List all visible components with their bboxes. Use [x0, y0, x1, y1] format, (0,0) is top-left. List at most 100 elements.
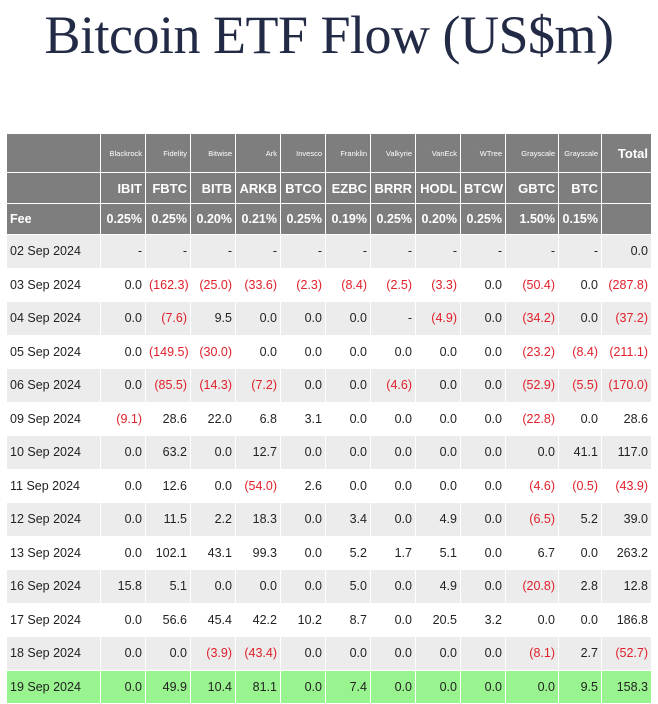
flow-cell: 0.0 — [370, 569, 416, 604]
flow-cell: - — [145, 234, 191, 269]
flow-cell: 102.1 — [145, 535, 191, 570]
flow-cell: 3.2 — [460, 602, 506, 637]
table-row: 18 Sep 2024 0.0 0.0 (3.9) (43.4) 0.0 0.0 0.0 0.0… — [6, 636, 652, 671]
flow-cell: (2.5) — [370, 267, 416, 302]
flow-cell: 0.0 — [325, 368, 371, 403]
issuer-header: VanEck — [415, 133, 461, 173]
flow-cell: 0.0 — [280, 535, 326, 570]
flow-cell: 0.0 — [558, 535, 602, 570]
flow-cell: 22.0 — [190, 401, 236, 436]
date-cell: 02 Sep 2024 — [6, 234, 101, 269]
flow-cell: - — [558, 234, 602, 269]
flow-cell: 20.5 — [415, 602, 461, 637]
flow-cell: (54.0) — [235, 468, 281, 503]
date-cell: 04 Sep 2024 — [6, 301, 101, 336]
flow-table-body: 02 Sep 2024- - - - - - - - - - -0.0 03 Sep 2024 0.0(… — [6, 234, 652, 704]
flow-cell: 5.0 — [325, 569, 371, 604]
flow-cell: 5.1 — [415, 535, 461, 570]
flow-cell: 0.0 — [370, 435, 416, 470]
fee-row: Fee 0.25% 0.25% 0.20% 0.21% 0.25% 0.19% … — [6, 203, 652, 235]
flow-cell: 10.2 — [280, 602, 326, 637]
flow-cell: 0.0 — [558, 267, 602, 302]
ticker-corner-cell — [6, 172, 101, 204]
flow-cell: 0.0 — [415, 468, 461, 503]
table-row: 17 Sep 2024 0.0 56.6 45.4 42.2 10.2 8.7 0.0 20.5… — [6, 602, 652, 637]
flow-cell: 11.5 — [145, 502, 191, 537]
flow-cell: 0.0 — [460, 636, 506, 671]
flow-cell: 0.0 — [100, 636, 146, 671]
flow-cell: - — [415, 234, 461, 269]
flow-cell: (52.9) — [505, 368, 559, 403]
flow-cell: (4.6) — [370, 368, 416, 403]
table-row: 03 Sep 2024 0.0 (162.3) (25.0) (33.6) (2.3) (8… — [6, 267, 652, 302]
flow-cell: 0.0 — [370, 669, 416, 704]
issuer-header: Ark — [235, 133, 281, 173]
table-row: 12 Sep 2024 0.0 11.5 2.2 18.3 0.0 3.4 0.0 4.9 0.0… — [6, 502, 652, 537]
date-cell: 12 Sep 2024 — [6, 502, 101, 537]
flow-cell: 0.0 — [460, 502, 506, 537]
total-cell: (52.7) — [601, 636, 652, 671]
flow-cell: 0.0 — [460, 301, 506, 336]
total-cell: 0.0 — [601, 234, 652, 269]
flow-cell: 0.0 — [100, 334, 146, 369]
flow-cell: 81.1 — [235, 669, 281, 704]
flow-cell: (85.5) — [145, 368, 191, 403]
flow-cell: 0.0 — [460, 368, 506, 403]
flow-cell: 0.0 — [325, 301, 371, 336]
table-row: 04 Sep 2024 0.0 (7.6) 9.5 0.0 0.0 0.0- (4.9) 0.0… — [6, 301, 652, 336]
flow-cell: 0.0 — [460, 334, 506, 369]
issuer-header: Grayscale — [505, 133, 559, 173]
flow-cell: (30.0) — [190, 334, 236, 369]
flow-cell: 15.8 — [100, 569, 146, 604]
flow-cell: 0.0 — [190, 569, 236, 604]
flow-cell: 0.0 — [505, 602, 559, 637]
date-cell: 18 Sep 2024 — [6, 636, 101, 671]
flow-cell: 0.0 — [325, 435, 371, 470]
flow-cell: (7.6) — [145, 301, 191, 336]
date-cell: 10 Sep 2024 — [6, 435, 101, 470]
flow-cell: 0.0 — [325, 468, 371, 503]
flow-cell: (3.3) — [415, 267, 461, 302]
flow-cell: - — [325, 234, 371, 269]
flow-cell: 9.5 — [558, 669, 602, 704]
flow-cell: 3.4 — [325, 502, 371, 537]
total-cell: 186.8 — [601, 602, 652, 637]
flow-cell: 0.0 — [558, 301, 602, 336]
flow-cell: 45.4 — [190, 602, 236, 637]
fee-total-cell — [601, 203, 652, 235]
flow-cell: 0.0 — [460, 535, 506, 570]
flow-cell: 2.6 — [280, 468, 326, 503]
flow-cell: 0.0 — [460, 569, 506, 604]
flow-cell: 0.0 — [370, 334, 416, 369]
flow-cell: 0.0 — [505, 669, 559, 704]
ticker-total-cell — [601, 172, 652, 204]
flow-cell: (43.4) — [235, 636, 281, 671]
fee-cell: 0.20% — [190, 203, 236, 235]
flow-cell: 0.0 — [190, 435, 236, 470]
fee-cell: 1.50% — [505, 203, 559, 235]
date-cell: 13 Sep 2024 — [6, 535, 101, 570]
page-title: Bitcoin ETF Flow (US$m) — [44, 5, 614, 65]
ticker-header: BTC — [558, 172, 602, 204]
issuer-header: Blackrock — [100, 133, 146, 173]
flow-cell: 0.0 — [190, 468, 236, 503]
flow-cell: 0.0 — [100, 368, 146, 403]
flow-cell: 5.1 — [145, 569, 191, 604]
issuer-header: Valkyrie — [370, 133, 416, 173]
ticker-header: BRRR — [370, 172, 416, 204]
total-cell: (37.2) — [601, 301, 652, 336]
issuer-header-row: Blackrock Fidelity Bitwise Ark Invesco F… — [6, 133, 652, 173]
flow-cell: 0.0 — [460, 435, 506, 470]
flow-cell: 12.6 — [145, 468, 191, 503]
ticker-header: HODL — [415, 172, 461, 204]
flow-cell: 8.7 — [325, 602, 371, 637]
flow-cell: 12.7 — [235, 435, 281, 470]
ticker-header: GBTC — [505, 172, 559, 204]
issuer-header: Fidelity — [145, 133, 191, 173]
flow-cell: 2.2 — [190, 502, 236, 537]
flow-cell: 10.4 — [190, 669, 236, 704]
flow-cell: 56.6 — [145, 602, 191, 637]
date-cell: 06 Sep 2024 — [6, 368, 101, 403]
fee-cell: 0.19% — [325, 203, 371, 235]
total-cell: 28.6 — [601, 401, 652, 436]
